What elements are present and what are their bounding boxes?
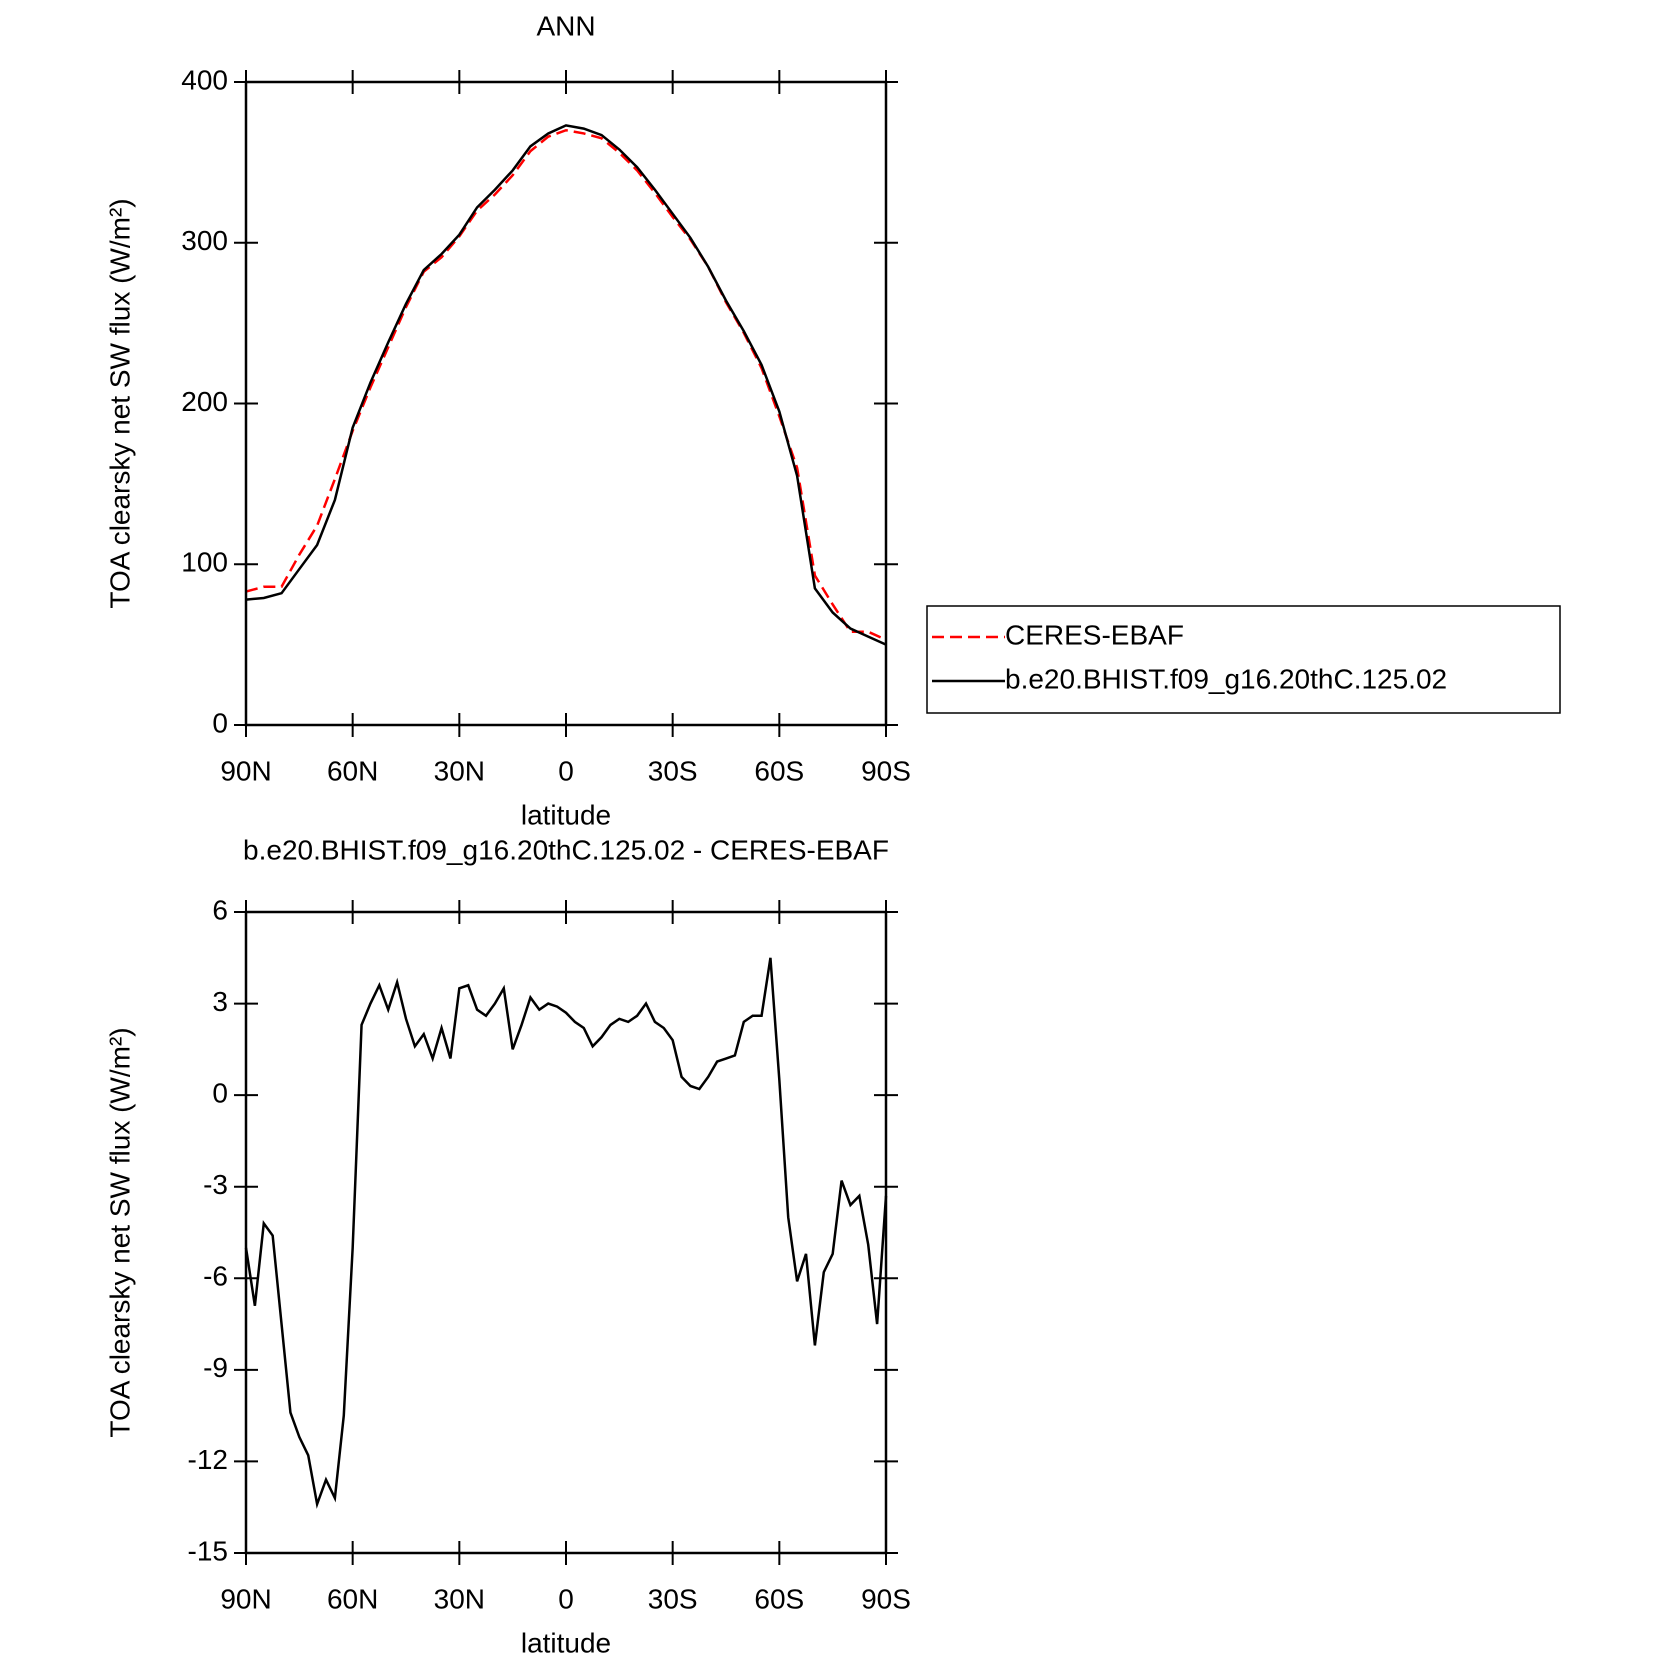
y-tick-label: -6 xyxy=(203,1261,228,1292)
y-tick-label: 100 xyxy=(181,547,228,578)
x-tick-label: 60N xyxy=(327,1583,378,1614)
y-axis-label: TOA clearsky net SW flux (W/m²) xyxy=(104,1027,135,1437)
y-tick-label: -3 xyxy=(203,1169,228,1200)
chart-title: b.e20.BHIST.f09_g16.20thC.125.02 - CERES… xyxy=(243,834,889,865)
y-tick-label: 400 xyxy=(181,64,228,95)
y-tick-label: -9 xyxy=(203,1352,228,1383)
x-tick-label: 30S xyxy=(648,755,698,786)
x-tick-label: 90N xyxy=(220,755,271,786)
y-tick-label: -12 xyxy=(188,1444,228,1475)
y-axis-label: TOA clearsky net SW flux (W/m²) xyxy=(104,198,135,608)
x-tick-label: 0 xyxy=(558,1583,574,1614)
x-tick-label: 60S xyxy=(754,755,804,786)
y-tick-label: 0 xyxy=(212,1078,228,1109)
legend-label: b.e20.BHIST.f09_g16.20thC.125.02 xyxy=(1005,663,1447,694)
data-line xyxy=(244,957,888,1509)
x-tick-label: 0 xyxy=(558,755,574,786)
legend-label: CERES-EBAF xyxy=(1005,619,1184,650)
legend-box xyxy=(926,605,1561,714)
x-axis-label: latitude xyxy=(521,799,611,830)
y-tick-label: 300 xyxy=(181,225,228,256)
x-tick-label: 90N xyxy=(220,1583,271,1614)
x-axis-label: latitude xyxy=(521,1627,611,1658)
x-tick-label: 60N xyxy=(327,755,378,786)
chart-title: ANN xyxy=(536,10,595,41)
x-tick-label: 90S xyxy=(861,1583,911,1614)
y-tick-label: 3 xyxy=(212,986,228,1017)
y-tick-label: 0 xyxy=(212,707,228,738)
y-tick-label: -15 xyxy=(188,1535,228,1566)
x-tick-label: 30S xyxy=(648,1583,698,1614)
y-tick-label: 6 xyxy=(212,894,228,925)
data-line xyxy=(245,128,887,641)
x-tick-label: 60S xyxy=(754,1583,804,1614)
y-tick-label: 200 xyxy=(181,386,228,417)
x-tick-label: 90S xyxy=(861,755,911,786)
x-tick-label: 30N xyxy=(434,755,485,786)
plot-frame xyxy=(244,910,888,1555)
data-line xyxy=(245,124,887,646)
plot-frame xyxy=(244,80,888,727)
x-tick-label: 30N xyxy=(434,1583,485,1614)
